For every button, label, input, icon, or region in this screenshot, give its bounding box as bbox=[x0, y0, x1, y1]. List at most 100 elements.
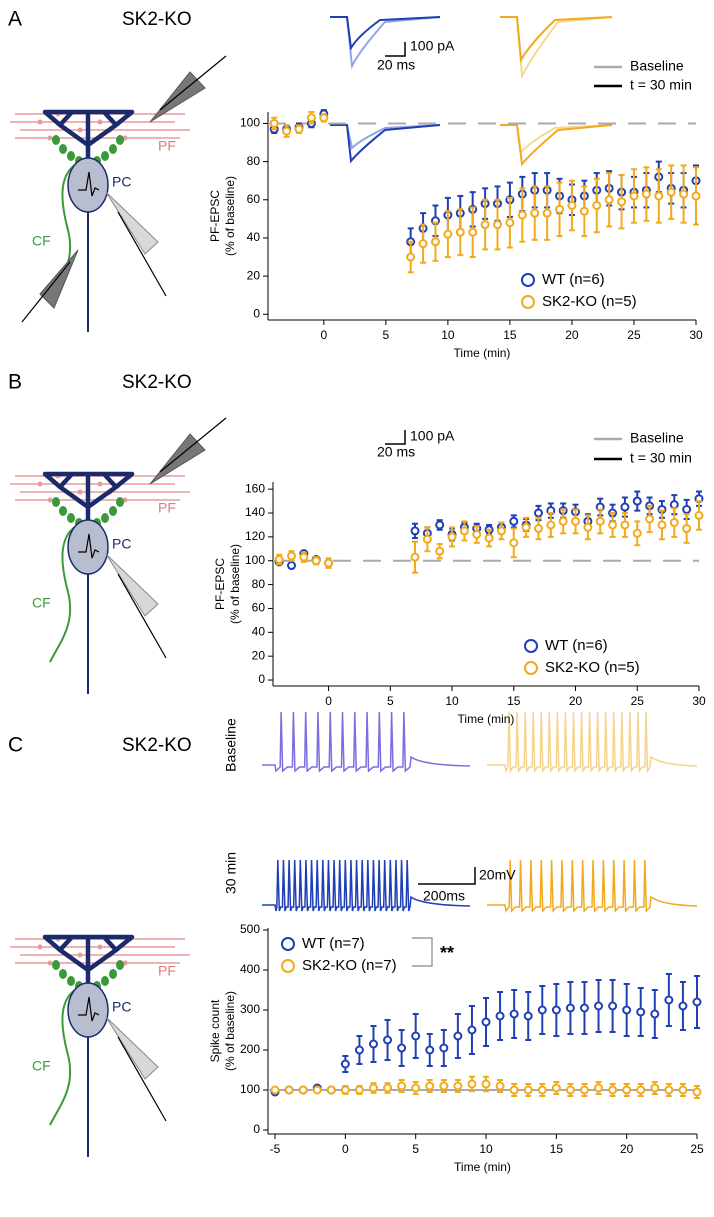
marker bbox=[298, 1085, 308, 1095]
scale-bar bbox=[418, 867, 476, 885]
marker bbox=[383, 1035, 393, 1045]
marker bbox=[542, 208, 552, 218]
marker bbox=[453, 1081, 463, 1091]
marker bbox=[629, 191, 639, 201]
marker bbox=[521, 522, 531, 532]
marker bbox=[425, 1081, 435, 1091]
cf-label: CF bbox=[32, 595, 51, 611]
marker bbox=[468, 227, 478, 237]
panel-title: SK2-KO bbox=[122, 372, 192, 393]
scale-bar-label: 100 pA bbox=[410, 38, 455, 54]
y-tick-label: 80 bbox=[247, 154, 261, 168]
marker bbox=[425, 1045, 435, 1055]
trace-legend-label: t = 30 min bbox=[630, 77, 692, 93]
spike-trace bbox=[262, 859, 471, 912]
marker bbox=[282, 126, 292, 136]
x-tick-label: 30 bbox=[692, 694, 706, 708]
legend-label: WT (n=6) bbox=[545, 637, 608, 654]
marker bbox=[537, 1005, 547, 1015]
marker bbox=[411, 1031, 421, 1041]
marker bbox=[509, 538, 519, 548]
marker bbox=[493, 220, 503, 230]
marker bbox=[324, 558, 334, 568]
y-tick-label: 120 bbox=[245, 529, 265, 543]
marker bbox=[692, 997, 702, 1007]
x-tick-label: 15 bbox=[507, 694, 521, 708]
marker bbox=[418, 239, 428, 249]
y-tick-label: 60 bbox=[252, 601, 266, 615]
marker bbox=[284, 1085, 294, 1095]
legend-label: SK2-KO (n=5) bbox=[545, 659, 640, 676]
marker bbox=[447, 532, 457, 542]
scale-bar bbox=[385, 42, 406, 57]
marker bbox=[495, 1081, 505, 1091]
trace-legend-label: t = 30 min bbox=[630, 450, 692, 466]
scale-bar-label: 20 ms bbox=[377, 57, 415, 73]
legend-label: SK2-KO (n=7) bbox=[302, 957, 397, 974]
marker bbox=[692, 1087, 702, 1097]
y-tick-label: 200 bbox=[240, 1042, 260, 1056]
x-tick-label: 5 bbox=[387, 694, 394, 708]
x-tick-label: 10 bbox=[441, 328, 455, 342]
marker bbox=[579, 1085, 589, 1095]
x-tick-label: 15 bbox=[550, 1142, 564, 1156]
marker bbox=[269, 118, 279, 128]
marker bbox=[594, 1001, 604, 1011]
trace-legend-label: Baseline bbox=[630, 58, 684, 74]
marker bbox=[495, 1011, 505, 1021]
y-tick-label: 60 bbox=[247, 192, 261, 206]
cf-label: CF bbox=[32, 1058, 51, 1074]
cf-electrode bbox=[21, 249, 79, 323]
x-tick-label: 5 bbox=[412, 1142, 419, 1156]
scale-bar-label: 100 pA bbox=[410, 428, 455, 444]
y-tick-label: 500 bbox=[240, 922, 260, 936]
marker bbox=[691, 191, 701, 201]
marker bbox=[617, 197, 627, 207]
y-tick-label: 100 bbox=[245, 553, 265, 567]
marker bbox=[484, 533, 494, 543]
y-tick-label: 160 bbox=[245, 481, 265, 495]
y-tick-label: 20 bbox=[247, 268, 261, 282]
legend-label: SK2-KO (n=5) bbox=[542, 293, 637, 310]
marker bbox=[287, 551, 297, 561]
marker bbox=[666, 187, 676, 197]
marker bbox=[551, 1005, 561, 1015]
marker bbox=[650, 1083, 660, 1093]
marker bbox=[453, 1031, 463, 1041]
marker bbox=[274, 555, 284, 565]
legend-marker bbox=[524, 661, 538, 675]
marker bbox=[604, 195, 614, 205]
marker bbox=[439, 1081, 449, 1091]
marker bbox=[608, 520, 618, 530]
marker bbox=[467, 1079, 477, 1089]
marker bbox=[480, 220, 490, 230]
marker bbox=[410, 526, 420, 536]
marker bbox=[632, 528, 642, 538]
x-tick-label: 10 bbox=[479, 1142, 493, 1156]
row-label: 30 min bbox=[223, 852, 239, 894]
panel-letter: C bbox=[8, 734, 23, 757]
legend-label: WT (n=7) bbox=[302, 935, 365, 952]
marker bbox=[555, 204, 565, 214]
pc-label: PC bbox=[112, 999, 131, 1015]
x-tick-label: 0 bbox=[325, 694, 332, 708]
marker bbox=[287, 561, 297, 571]
y-tick-label: 40 bbox=[252, 624, 266, 638]
y-tick-label: 140 bbox=[245, 505, 265, 519]
y-tick-label: 400 bbox=[240, 962, 260, 976]
x-tick-label: 20 bbox=[565, 328, 579, 342]
scale-bar bbox=[385, 430, 406, 445]
marker bbox=[669, 518, 679, 528]
marker bbox=[368, 1083, 378, 1093]
marker bbox=[354, 1045, 364, 1055]
marker bbox=[632, 496, 642, 506]
pf-electrode bbox=[149, 55, 227, 123]
marker bbox=[439, 1043, 449, 1053]
marker bbox=[678, 1085, 688, 1095]
spike-traces bbox=[262, 711, 698, 913]
marker bbox=[669, 500, 679, 510]
marker bbox=[530, 208, 540, 218]
pf-electrode bbox=[149, 417, 227, 485]
pf-label: PF bbox=[158, 138, 176, 154]
